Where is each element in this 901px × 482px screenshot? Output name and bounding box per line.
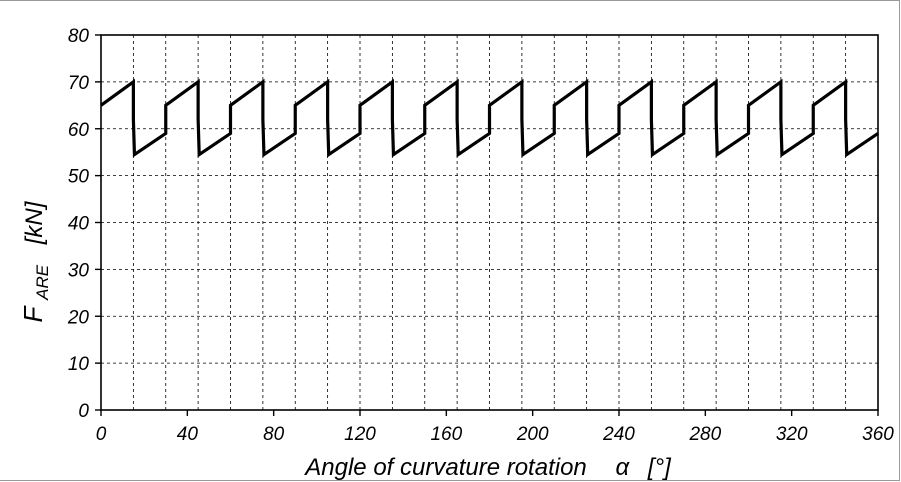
x-axis-unit: [°] (647, 454, 672, 481)
x-tick-label: 280 (688, 424, 721, 445)
x-axis-symbol: α (615, 454, 630, 481)
y-tick-label: 10 (68, 354, 90, 375)
y-axis-symbol: F (18, 304, 48, 322)
x-tick-label: 160 (430, 424, 462, 445)
x-tick-label: 0 (96, 424, 107, 445)
x-axis-label: Angle of curvature rotation α [°] (303, 454, 672, 481)
grid-lines (101, 35, 878, 410)
y-tick-label: 0 (78, 401, 89, 422)
y-axis-label: F ARE [kN] (18, 200, 54, 322)
x-tick-label: 120 (344, 424, 376, 445)
y-tick-label: 30 (68, 260, 90, 281)
series-line (100, 78, 879, 158)
x-tick-label: 360 (862, 424, 894, 445)
x-tick-label: 40 (177, 424, 199, 445)
x-axis-label-text: Angle of curvature rotation (303, 454, 587, 481)
y-tick-label: 50 (68, 167, 90, 188)
x-tick-label: 200 (516, 424, 549, 445)
x-tick-label: 320 (776, 424, 808, 445)
x-tick-label: 80 (263, 424, 285, 445)
x-tick-label: 240 (602, 424, 635, 445)
y-axis-unit: [kN] (21, 200, 48, 245)
y-tick-label: 60 (68, 120, 90, 141)
y-tick-label: 70 (68, 73, 90, 94)
x-tick-labels: 0 40 80 120 160 200 240 280 320 360 (96, 410, 894, 445)
y-axis-subscript: ARE (33, 264, 52, 301)
series-layer (100, 78, 879, 158)
y-tick-label: 80 (68, 26, 90, 47)
y-tick-label: 20 (67, 307, 90, 328)
y-tick-label: 40 (68, 214, 90, 235)
y-tick-labels: 0 10 20 30 40 50 60 70 80 (67, 26, 101, 422)
